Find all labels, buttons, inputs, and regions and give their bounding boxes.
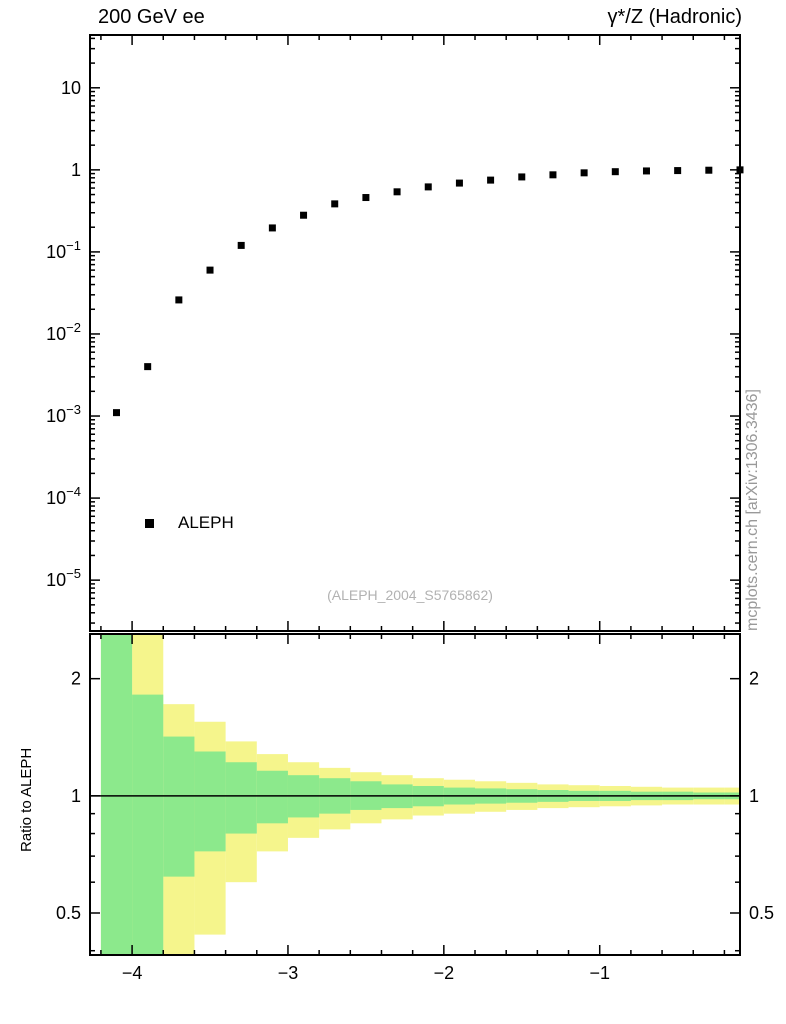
data-point-marker [175, 296, 183, 304]
inner-band-bin [132, 694, 164, 955]
ratio-tick-label-left: 2 [71, 669, 81, 689]
data-point-marker [393, 188, 401, 196]
axis-tick-labels: 10 1 10−1 10−2 10−3 10−4 10−5 −4 −3 −2 −1 2 2 1 1 0.5 0.… [46, 78, 774, 983]
x-tick-label: −2 [434, 963, 455, 983]
data-point-marker [580, 169, 588, 177]
data-point-marker [549, 171, 557, 179]
data-point-marker [518, 173, 526, 181]
x-tick-label: −4 [122, 963, 143, 983]
legend: ALEPH [145, 513, 234, 533]
y-tick-label: 10 [61, 78, 81, 98]
main-frame [89, 34, 741, 632]
legend-label: ALEPH [178, 513, 234, 532]
data-point-marker [206, 266, 214, 274]
data-point-marker [736, 166, 744, 174]
ratio-tick-label-right: 2 [749, 669, 759, 689]
data-point-marker [424, 183, 432, 191]
data-point-marker [300, 211, 308, 219]
beam-energy-title: 200 GeV ee [98, 6, 205, 28]
y-tick-label: 10−3 [46, 402, 81, 426]
data-point-marker [642, 167, 650, 175]
x-tick-label: −1 [589, 963, 610, 983]
y-tick-label: 1 [71, 160, 81, 180]
ratio-tick-label-left: 1 [71, 786, 81, 806]
inner-band-bin [194, 751, 226, 852]
inner-band-bin [100, 634, 133, 955]
data-markers [112, 166, 744, 417]
data-point-marker [331, 200, 339, 208]
ratio-frame [89, 633, 741, 956]
ratio-tick-label-left: 0.5 [56, 903, 81, 923]
ratio-tick-label-right: 0.5 [749, 903, 774, 923]
data-point-marker [611, 168, 619, 176]
x-tick-label: −3 [278, 963, 299, 983]
y-tick-label: 10−4 [46, 484, 81, 508]
data-point-marker [705, 166, 713, 174]
data-point-marker [112, 409, 120, 417]
data-point-marker [674, 167, 682, 175]
ratio-uncertainty-bands [100, 634, 740, 955]
data-point-marker [237, 241, 245, 249]
inner-band-bin [256, 770, 288, 824]
mcplots-arxiv-caption: mcplots.cern.ch [arXiv:1306.3436] [744, 389, 761, 631]
legend-marker-square-icon [145, 518, 154, 528]
ratio-tick-label-right: 1 [749, 786, 759, 806]
data-point-marker [144, 363, 152, 371]
inner-band-bin [225, 762, 257, 834]
data-point-marker [362, 194, 370, 202]
data-point-marker [455, 179, 463, 187]
y-tick-label: 10−5 [46, 566, 81, 590]
data-point-marker [487, 176, 495, 184]
ratio-axis-title: Ratio to ALEPH [18, 747, 35, 852]
data-point-marker [268, 224, 276, 232]
axis-ticks [90, 35, 740, 955]
y-tick-label: 10−2 [46, 320, 81, 344]
inner-band-bin [163, 736, 195, 877]
y-tick-label: 10−1 [46, 238, 81, 262]
process-title: γ*/Z (Hadronic) [607, 6, 742, 28]
analysis-id-watermark: (ALEPH_2004_S5765862) [327, 587, 493, 603]
